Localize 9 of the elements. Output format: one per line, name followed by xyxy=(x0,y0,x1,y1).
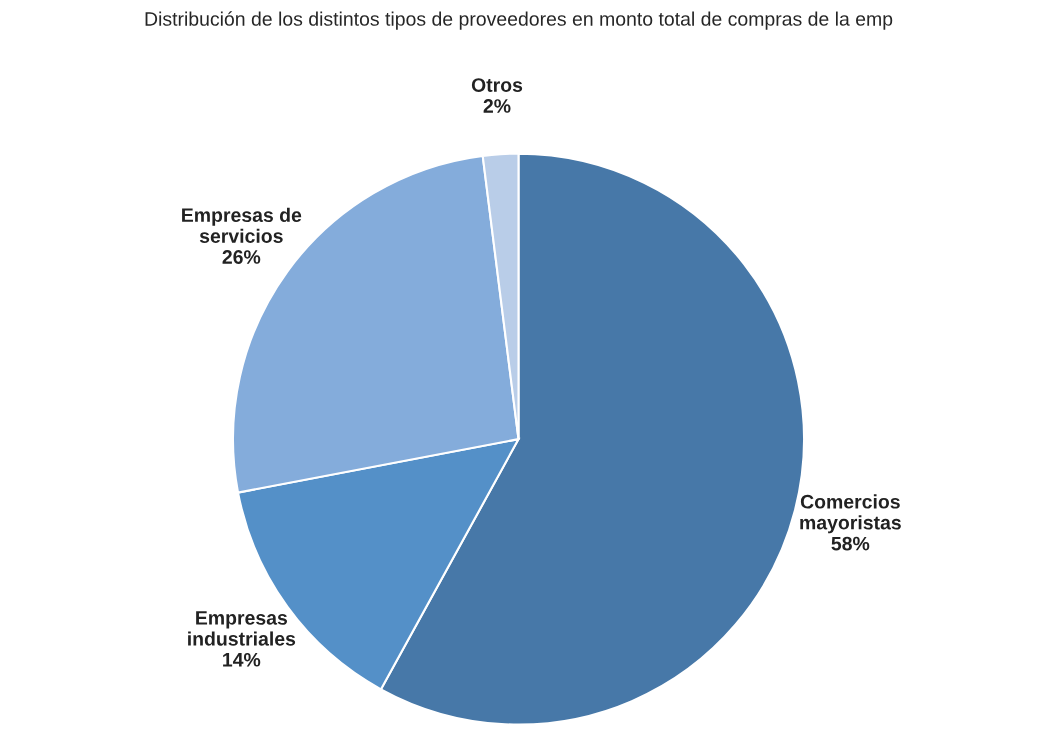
chart-title: Distribución de los distintos tipos de proveedores en monto total de compras de la emp xyxy=(145,11,893,30)
data-label: 14% xyxy=(223,652,261,667)
slice-label: Empresas industriales xyxy=(188,611,296,646)
slice-label: Empresas de servicios xyxy=(182,207,302,243)
slice-label: Comercios mayoristas xyxy=(800,494,901,534)
data-label: 58% xyxy=(831,536,870,551)
data-label: 26% xyxy=(222,250,261,264)
slice-label: Otros xyxy=(471,78,523,92)
data-label: 2% xyxy=(483,99,511,113)
